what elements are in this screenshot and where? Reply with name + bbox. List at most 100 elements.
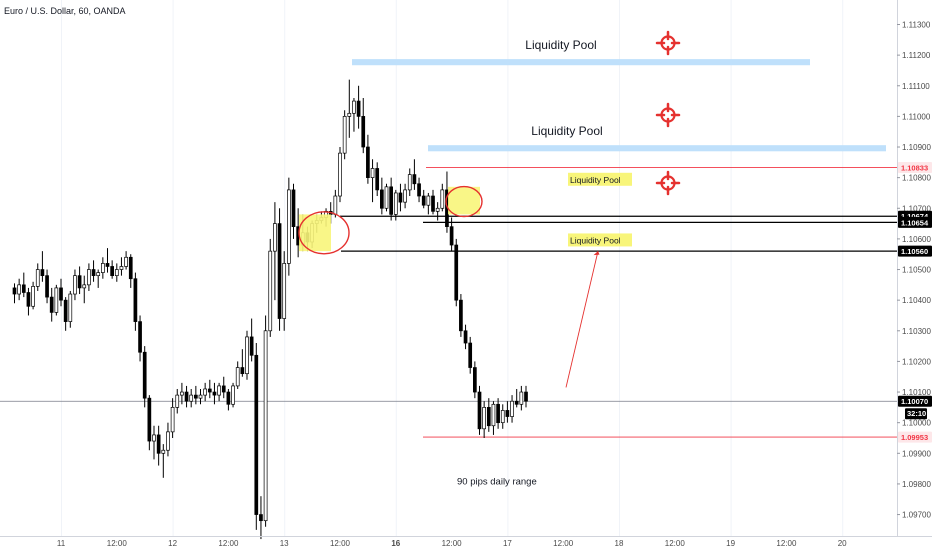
range-note-label: 90 pips daily range — [457, 476, 537, 487]
candle-body — [370, 168, 375, 178]
candle-body — [486, 407, 491, 427]
candle-body — [333, 195, 338, 215]
candle-body — [342, 116, 347, 154]
candle-body — [166, 431, 170, 451]
candle-body — [156, 434, 161, 454]
candle-body — [454, 244, 459, 301]
liquidity-note-label: Liquidity Pool — [570, 235, 621, 245]
candle-body — [170, 407, 175, 433]
candle-body — [77, 275, 82, 289]
price-tick-label: 1.09900 — [902, 449, 931, 458]
price-tick-label: 1.10600 — [902, 235, 931, 244]
candle-body — [254, 354, 259, 515]
price-level-tag-label: 1.10654 — [901, 218, 929, 227]
candle-body — [194, 394, 198, 399]
candle-body — [468, 342, 473, 368]
candle-body — [347, 112, 352, 117]
time-tick-label: 16 — [391, 539, 400, 548]
candle-body — [184, 391, 189, 402]
price-tick-label: 1.10300 — [902, 327, 931, 336]
candle-body — [110, 266, 115, 277]
highlight-circle — [298, 211, 350, 255]
price-level-tag-label: 1.10833 — [901, 164, 928, 173]
candle-body — [35, 269, 40, 287]
candle-body — [259, 514, 263, 522]
time-tick-label: 12:00 — [107, 539, 128, 548]
candle-body — [491, 403, 496, 427]
candle-body — [421, 195, 426, 206]
candle-body — [217, 385, 221, 396]
candle-body — [403, 189, 407, 203]
price-level-tag-label: 1.09953 — [901, 433, 928, 442]
candle-body — [180, 391, 184, 396]
time-axis[interactable]: 12:00 11 12:00 12 12:00 13 12:00 16 12:00 17 12:00… — [0, 539, 847, 548]
time-tick-label: 19 — [726, 539, 735, 548]
time-tick-label: 12:00 — [553, 539, 574, 548]
candle-body — [459, 299, 463, 332]
candle-body — [245, 336, 249, 375]
candle-body — [482, 407, 486, 430]
candle-body — [128, 256, 133, 280]
price-tick-label: 1.10500 — [902, 266, 931, 275]
candle-body — [361, 116, 366, 148]
price-tick-label: 1.10000 — [902, 419, 931, 428]
candle-body — [68, 293, 73, 322]
candle-body — [124, 256, 128, 267]
candle-body — [440, 189, 445, 209]
price-tick-label: 1.11100 — [902, 82, 930, 91]
time-tick-label: 12:00 — [776, 539, 797, 548]
candle-body — [277, 223, 282, 319]
candle-body — [54, 287, 59, 313]
price-level-tag-label: 1.10560 — [901, 247, 928, 256]
candle-body — [380, 189, 384, 209]
time-tick-label: 13 — [280, 539, 289, 548]
target-icon — [655, 102, 681, 128]
candle-body — [26, 292, 31, 307]
candle-body — [82, 284, 87, 289]
candle-body — [235, 367, 240, 387]
time-tick-label: 12:00 — [330, 539, 351, 548]
time-tick-label: 17 — [503, 539, 512, 548]
countdown-label: 32:10 — [907, 409, 926, 418]
candle-body — [152, 434, 156, 442]
note-highlight — [568, 233, 632, 247]
time-tick-label: 12:00 — [665, 539, 686, 548]
candle-body — [407, 174, 412, 191]
candle-body — [282, 263, 287, 319]
highlight-circle — [445, 185, 483, 218]
price-level-tag-label: 1.10674 — [901, 212, 929, 221]
price-tick-label: 1.10100 — [902, 388, 931, 397]
candle-body — [45, 275, 49, 298]
candle-body — [510, 400, 514, 417]
candle-body — [240, 367, 245, 375]
price-tick-label: 1.09800 — [902, 480, 931, 489]
candle-body — [119, 266, 124, 270]
candle-body — [249, 336, 254, 356]
price-tick-label: 1.11200 — [902, 51, 931, 60]
target-icon — [655, 30, 681, 56]
candle-body — [417, 183, 421, 197]
candle-body — [91, 269, 96, 277]
candle-body — [291, 189, 296, 228]
candle-body — [100, 263, 105, 273]
candle-body — [40, 269, 45, 277]
candle-body — [105, 263, 110, 267]
candle-body — [96, 272, 101, 277]
price-level-tag — [898, 216, 932, 228]
symbol-title[interactable]: Euro / U.S. Dollar, 60, OANDA — [4, 6, 126, 16]
candle-body — [114, 269, 119, 277]
candles — [12, 79, 528, 540]
liquidity-zone-label: Liquidity Pool — [531, 124, 602, 138]
candle-body — [375, 168, 380, 191]
price-tick-label: 1.10200 — [902, 357, 931, 366]
candle-body — [21, 284, 26, 293]
price-tick-label: 1.11300 — [902, 21, 931, 30]
candle-body — [207, 388, 212, 393]
target-icon — [655, 170, 681, 196]
time-tick-label: 12:00 — [218, 539, 239, 548]
candle-body — [514, 400, 519, 405]
candle-body — [496, 403, 500, 424]
candle-body — [147, 397, 152, 442]
